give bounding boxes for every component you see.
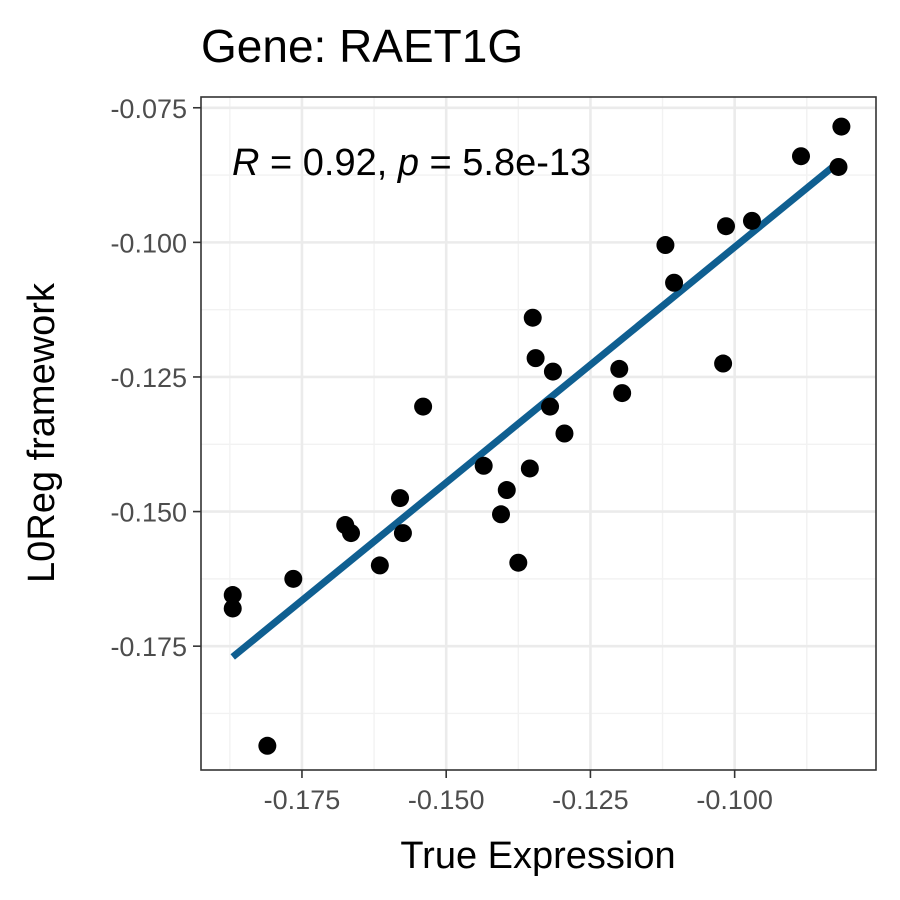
data-point bbox=[497, 481, 516, 500]
data-point bbox=[613, 384, 632, 403]
panel-border bbox=[200, 96, 877, 771]
data-point bbox=[714, 354, 733, 373]
regression-line bbox=[230, 164, 835, 660]
x-tick-label: -0.100 bbox=[696, 785, 773, 815]
data-point bbox=[223, 599, 242, 618]
y-tick-label: -0.175 bbox=[110, 632, 187, 662]
data-point bbox=[656, 236, 675, 255]
data-point bbox=[520, 459, 539, 478]
x-axis-title: True Expression bbox=[400, 835, 675, 877]
plot-panel bbox=[200, 96, 877, 771]
chart-title: Gene: RAET1G bbox=[201, 20, 523, 72]
x-tick-label: -0.150 bbox=[408, 785, 485, 815]
data-point bbox=[523, 308, 542, 327]
data-point bbox=[223, 586, 242, 605]
data-point bbox=[509, 553, 528, 572]
data-point bbox=[391, 489, 410, 508]
data-point bbox=[258, 736, 277, 755]
data-point bbox=[541, 397, 560, 416]
data-point bbox=[610, 359, 629, 378]
data-point bbox=[665, 273, 684, 292]
data-point bbox=[474, 456, 493, 475]
data-point bbox=[543, 362, 562, 381]
p-value-text: = 5.8e-13 bbox=[419, 142, 591, 184]
data-point bbox=[342, 524, 360, 543]
data-point bbox=[555, 424, 574, 443]
data-point bbox=[792, 147, 810, 166]
data-point bbox=[829, 157, 848, 176]
x-tick-label: -0.125 bbox=[552, 785, 629, 815]
data-point bbox=[717, 217, 735, 236]
data-point bbox=[832, 117, 851, 136]
y-tick-label: -0.075 bbox=[110, 94, 187, 124]
data-point bbox=[492, 505, 510, 524]
r-value-text: = 0.92, bbox=[259, 142, 397, 184]
data-point bbox=[370, 556, 389, 575]
data-point bbox=[284, 569, 303, 588]
y-axis-title: L0Reg framework bbox=[21, 282, 63, 583]
x-tick-label: -0.175 bbox=[264, 785, 341, 815]
y-tick-label: -0.100 bbox=[110, 228, 187, 258]
y-axis: -0.175 -0.150 -0.125 -0.100 -0.075 bbox=[110, 94, 201, 662]
gridlines bbox=[201, 97, 876, 770]
data-point bbox=[393, 524, 412, 543]
y-tick-label: -0.125 bbox=[110, 363, 187, 393]
data-point bbox=[526, 349, 545, 368]
data-point bbox=[742, 211, 761, 230]
x-axis: -0.175 -0.150 -0.125 -0.100 bbox=[264, 770, 773, 815]
correlation-annotation: R = 0.92, p = 5.8e-13 bbox=[232, 142, 591, 184]
data-point bbox=[414, 397, 433, 416]
y-tick-label: -0.150 bbox=[110, 498, 187, 528]
r-symbol: R bbox=[232, 142, 259, 184]
data-points bbox=[223, 117, 851, 755]
p-symbol: p bbox=[397, 142, 419, 184]
